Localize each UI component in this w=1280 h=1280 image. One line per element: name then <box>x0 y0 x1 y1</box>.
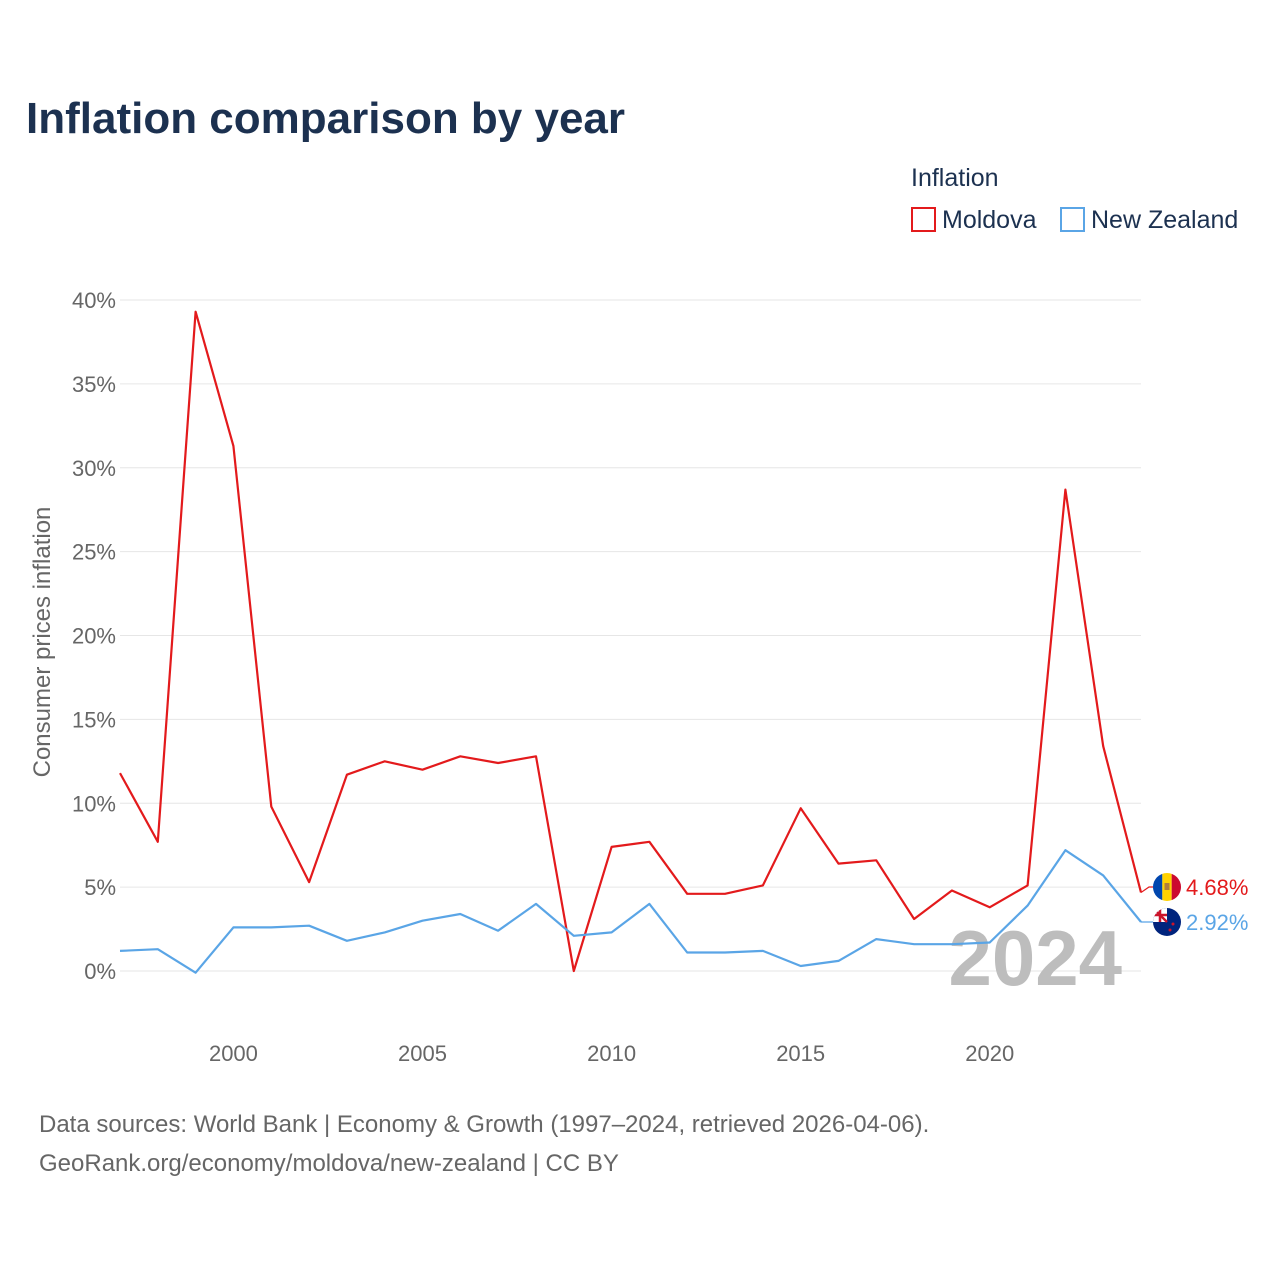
y-tick-label: 40% <box>72 288 116 313</box>
y-tick-label: 30% <box>72 456 116 481</box>
y-tick-label: 20% <box>72 624 116 649</box>
x-axis-ticks: 2000 2005 2010 2015 2020 <box>209 1041 1014 1066</box>
x-tick-label: 2005 <box>398 1041 447 1066</box>
year-watermark: 2024 <box>948 914 1122 1002</box>
chart-title: Inflation comparison by year <box>26 94 625 143</box>
legend-swatch-moldova <box>911 207 936 232</box>
y-tick-label: 5% <box>84 875 116 900</box>
x-tick-label: 2015 <box>776 1041 825 1066</box>
series-line-moldova[interactable] <box>119 310 1143 973</box>
legend-item-new-zealand[interactable]: New Zealand <box>1060 206 1238 234</box>
y-tick-label: 10% <box>72 791 116 816</box>
x-tick-label: 2020 <box>965 1041 1014 1066</box>
credit-link[interactable]: GeoRank.org/economy/moldova/new-zealand … <box>39 1150 619 1177</box>
series-end-labels: 4.68% 2.92% <box>1140 873 1248 936</box>
x-tick-label: 2010 <box>587 1041 636 1066</box>
series-line-new-zealand[interactable] <box>119 849 1142 974</box>
moldova-flag-icon <box>1153 873 1181 901</box>
end-connector-moldova <box>1140 886 1153 893</box>
end-label-new-zealand: 2.92% <box>1186 910 1248 935</box>
end-label-moldova: 4.68% <box>1186 875 1248 900</box>
legend-label-moldova: Moldova <box>942 206 1037 234</box>
y-tick-label: 0% <box>84 959 116 984</box>
x-tick-label: 2000 <box>209 1041 258 1066</box>
source-note: Data sources: World Bank | Economy & Gro… <box>39 1111 929 1138</box>
gridlines <box>120 299 1141 972</box>
legend-title: Inflation <box>911 164 999 192</box>
y-tick-label: 35% <box>72 372 116 397</box>
legend-label-new-zealand: New Zealand <box>1091 206 1238 234</box>
y-tick-label: 15% <box>72 707 116 732</box>
new-zealand-flag-icon <box>1153 908 1181 936</box>
legend-swatch-new-zealand <box>1060 207 1085 232</box>
y-tick-label: 25% <box>72 540 116 565</box>
y-axis-ticks: 0% 5% 10% 15% 20% 25% 30% 35% 40% <box>72 288 116 984</box>
series-lines <box>119 310 1143 974</box>
y-axis-label: Consumer prices inflation <box>29 507 56 778</box>
legend-item-moldova[interactable]: Moldova <box>911 206 1037 234</box>
